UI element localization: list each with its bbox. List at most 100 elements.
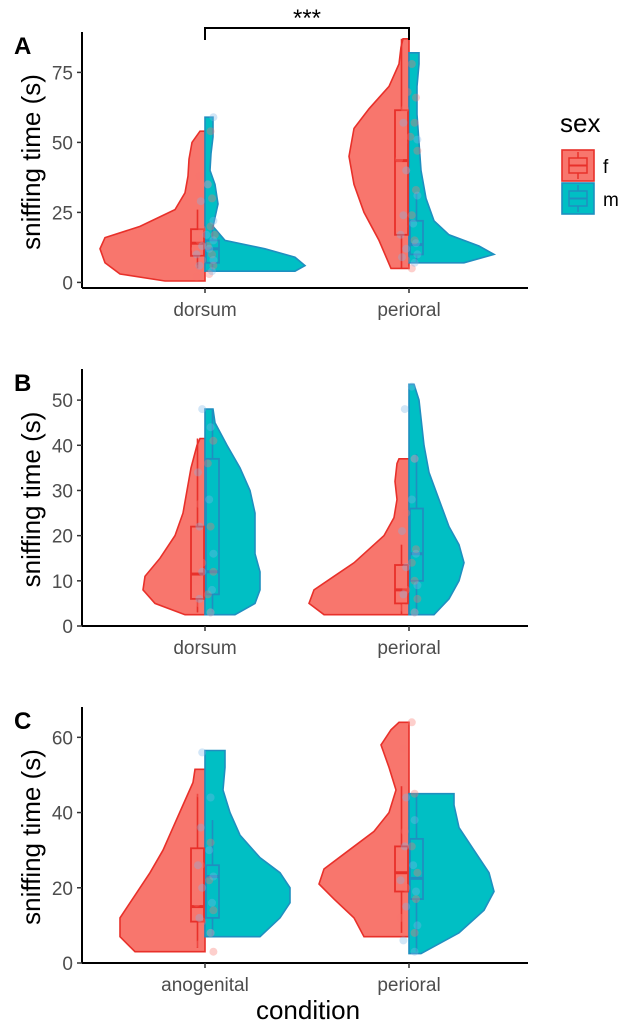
box-iqr <box>205 864 220 919</box>
y-tick-label: 20 <box>52 879 73 900</box>
points-B-perioral-m <box>398 382 422 617</box>
points-B-dorsum-m <box>194 405 218 617</box>
data-point <box>206 127 215 136</box>
data-point <box>209 567 218 576</box>
data-point <box>410 928 419 937</box>
data-point <box>412 239 420 248</box>
data-point <box>399 603 408 612</box>
data-point <box>209 216 218 225</box>
points-A-dorsum-f <box>191 127 219 281</box>
box-A-dorsum-f <box>190 209 205 269</box>
violin-B-dorsum-f <box>142 437 206 616</box>
data-point <box>399 118 408 127</box>
data-point <box>198 256 207 264</box>
box-iqr <box>409 507 424 582</box>
data-point <box>398 253 406 262</box>
box-iqr <box>409 837 424 900</box>
violin-C-perioral-m <box>408 792 495 955</box>
data-point <box>209 436 218 445</box>
data-point <box>194 468 202 477</box>
data-point <box>402 563 411 572</box>
data-point <box>195 172 204 180</box>
x-tick-label: perioral <box>377 638 440 659</box>
points-C-perioral-m <box>396 793 422 956</box>
data-point <box>406 132 415 141</box>
box-iqr <box>394 845 409 893</box>
data-point <box>196 861 205 870</box>
data-point <box>209 261 218 270</box>
data-point <box>209 947 218 956</box>
y-tick-label: 25 <box>52 203 73 224</box>
y-tick-label: 75 <box>52 63 73 84</box>
points-C-anogenital-f <box>192 789 218 956</box>
data-point <box>413 868 422 877</box>
data-point <box>407 495 416 504</box>
points-A-perioral-f <box>395 60 422 273</box>
data-point <box>413 146 422 155</box>
data-point <box>407 382 416 391</box>
data-point <box>209 256 218 264</box>
y-tick-label: 50 <box>52 133 73 154</box>
box-A-dorsum-m <box>205 226 220 272</box>
data-point <box>402 509 411 518</box>
data-point <box>410 608 419 617</box>
data-point <box>410 576 419 585</box>
data-point <box>192 576 201 585</box>
data-point <box>398 527 406 536</box>
data-point <box>407 211 416 220</box>
data-point <box>402 585 411 594</box>
violin-A-perioral-f <box>348 38 410 270</box>
x-tick-label: perioral <box>377 975 440 996</box>
data-point <box>410 258 419 267</box>
data-point <box>407 558 416 567</box>
data-point <box>402 244 411 253</box>
y-axis-label: sniffing time (s) <box>16 74 46 250</box>
data-point <box>196 823 205 832</box>
points-C-anogenital-m <box>194 748 218 937</box>
panel-A: 0 25 50 75 dorsum perioral sniffing time (s) A *… <box>14 5 528 321</box>
data-point <box>205 495 214 504</box>
data-point <box>402 902 411 911</box>
data-point <box>403 88 412 96</box>
y-tick-label: 0 <box>62 617 73 638</box>
data-point <box>413 191 422 200</box>
panels: 0 25 50 75 dorsum perioral sniffing time (s) A *… <box>14 5 528 996</box>
legend-item-m: m <box>561 182 619 215</box>
data-point <box>198 883 207 892</box>
data-point <box>400 104 409 113</box>
data-point <box>413 921 422 930</box>
data-point <box>206 522 215 531</box>
y-tick-label: 40 <box>52 436 73 457</box>
data-point <box>412 895 420 904</box>
data-point <box>407 718 416 727</box>
data-point <box>412 887 420 896</box>
data-point <box>208 194 216 203</box>
data-point <box>195 594 204 603</box>
data-point <box>402 883 411 892</box>
violin-A-dorsum-m <box>204 116 307 272</box>
box-C-anogenital-f <box>190 793 205 948</box>
data-point <box>410 454 419 463</box>
data-point <box>210 230 219 239</box>
data-point <box>209 236 218 245</box>
x-axis-label: condition <box>256 995 360 1023</box>
data-point <box>399 138 408 147</box>
data-point <box>203 459 212 468</box>
data-point <box>195 522 204 531</box>
data-point <box>208 898 216 907</box>
points-C-perioral-f <box>396 718 422 937</box>
data-point <box>398 857 406 866</box>
data-point <box>402 256 411 264</box>
data-point <box>413 581 422 590</box>
data-point <box>206 928 215 937</box>
data-point <box>203 590 212 599</box>
violin-C-anogenital-m <box>204 749 291 938</box>
data-point <box>198 242 207 250</box>
data-point <box>400 842 409 851</box>
data-point <box>202 230 211 239</box>
data-point <box>400 405 409 414</box>
points-A-perioral-m <box>396 118 422 267</box>
significance-bracket <box>204 27 410 40</box>
y-tick-label: 50 <box>52 391 73 412</box>
